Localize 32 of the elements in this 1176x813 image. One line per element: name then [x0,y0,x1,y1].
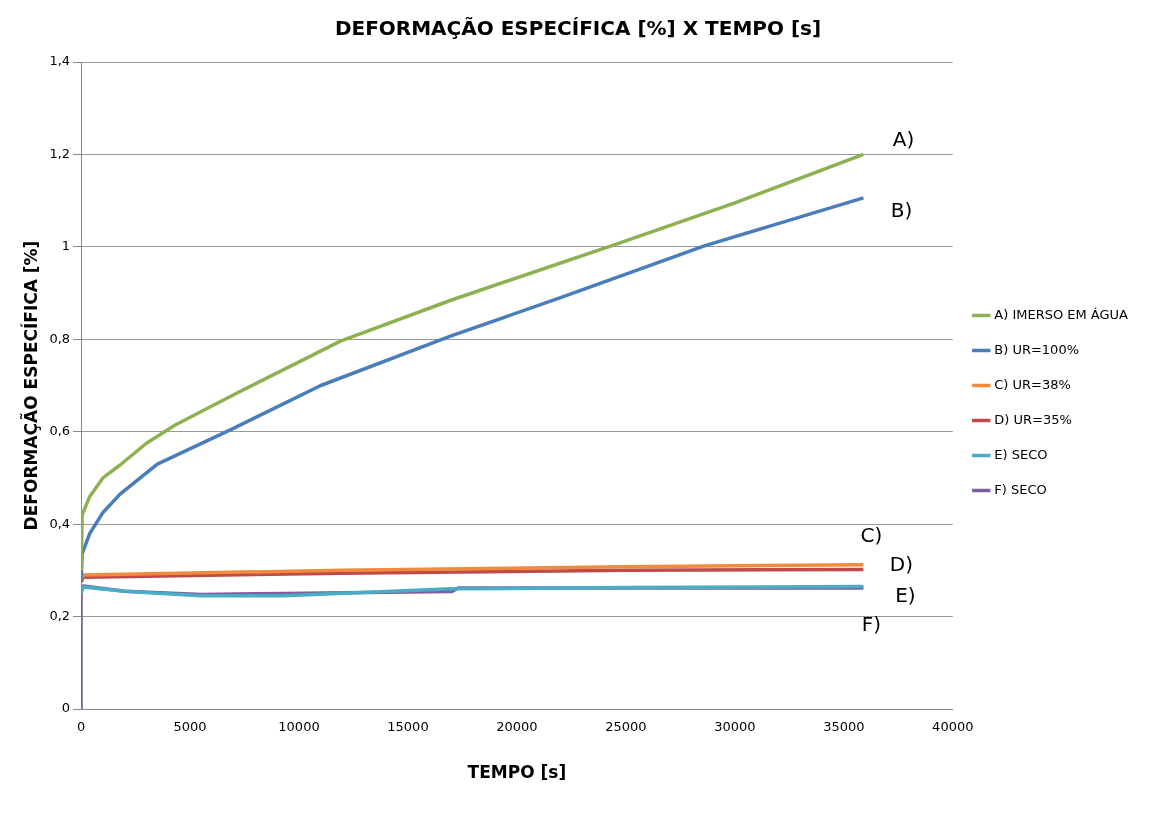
y-tick-label: 1 [61,238,71,254]
legend-label: F) SECO [994,481,1047,497]
annotation: F) [861,612,882,637]
legend-label: A) IMERSO EM ÁGUA [994,306,1129,322]
y-tick-label: 0,4 [49,515,71,531]
y-tick-label: 0,2 [49,607,71,623]
legend-label: C) UR=38% [994,376,1071,392]
y-tick-label: 1,4 [49,53,71,69]
x-tick-label: 5000 [173,719,207,735]
x-tick-label: 40000 [932,719,974,735]
x-tick-label: 0 [76,719,86,735]
x-tick-label: 30000 [714,719,756,735]
legend-label: D) UR=35% [994,411,1072,427]
legend-label: E) SECO [994,446,1048,462]
y-tick-label: 0,8 [49,330,71,346]
y-axis-title: DEFORMAÇÃO ESPECÍFICA [%] [18,240,41,531]
y-tick-label: 0 [61,700,71,716]
x-tick-label: 10000 [278,719,320,735]
annotation: E) [895,582,916,607]
annotation: B) [890,198,913,223]
x-tick-label: 15000 [387,719,429,735]
annotation: D) [889,551,914,576]
x-tick-label: 35000 [823,719,865,735]
y-tick-label: 1,2 [49,145,71,161]
annotation: C) [860,523,883,548]
legend-label: B) UR=100% [994,341,1080,357]
x-axis-title: TEMPO [s] [467,762,567,783]
x-tick-label: 20000 [496,719,538,735]
chart-title: DEFORMAÇÃO ESPECÍFICA [%] X TEMPO [s] [334,16,822,41]
annotation: A) [892,126,915,151]
y-tick-label: 0,6 [49,423,71,439]
x-tick-label: 25000 [605,719,647,735]
